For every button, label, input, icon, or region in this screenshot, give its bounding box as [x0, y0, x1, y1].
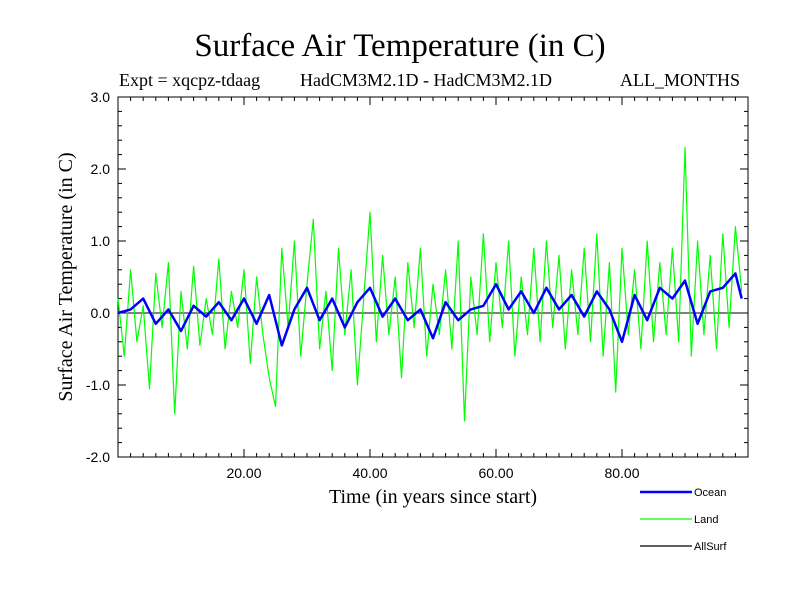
- x-axis-label: Time (in years since start): [329, 486, 537, 508]
- x-tick-label: 80.00: [604, 465, 639, 481]
- series-line-ocean: [117, 272, 743, 347]
- x-tick-label: 60.00: [478, 465, 513, 481]
- series-group: [117, 146, 743, 422]
- y-tick-label: 3.0: [91, 89, 111, 105]
- legend-label-land: Land: [694, 514, 718, 526]
- y-tick-label: 0.0: [91, 305, 111, 321]
- y-tick-label: 1.0: [91, 233, 111, 249]
- series-line-land: [117, 146, 743, 422]
- y-tick-label: 2.0: [91, 161, 111, 177]
- y-axis-label: Surface Air Temperature (in C): [55, 152, 77, 401]
- x-tick-label: 40.00: [352, 465, 387, 481]
- chart-title: Surface Air Temperature (in C): [194, 28, 606, 64]
- legend-label-allsurf: AllSurf: [694, 541, 727, 553]
- months-label: ALL_MONTHS: [620, 70, 740, 90]
- y-tick-label: -1.0: [86, 377, 110, 393]
- plot-frame: [117, 96, 749, 458]
- tick-group: -2.0 -1.0 0.0 1.0 2.0 3.0 20.00 40.00 60.00 80.00: [86, 89, 748, 481]
- experiment-label: Expt = xqcpz-tdaag: [119, 70, 261, 90]
- x-tick-label: 20.00: [226, 465, 261, 481]
- y-tick-label: -2.0: [86, 449, 110, 465]
- model-comparison-label: HadCM3M2.1D - HadCM3M2.1D: [300, 70, 552, 90]
- legend-label-ocean: Ocean: [694, 487, 726, 499]
- legend: Ocean Land AllSurf: [640, 487, 727, 553]
